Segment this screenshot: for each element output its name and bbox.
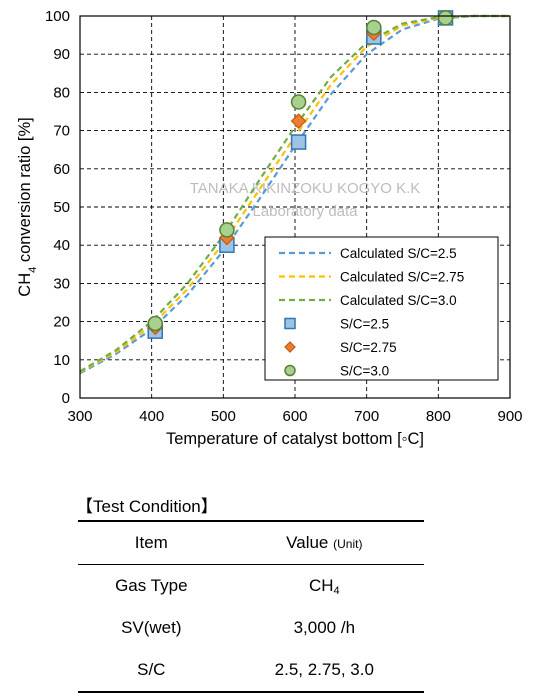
legend: Calculated S/C=2.5 Calculated S/C=2.75 Cal… bbox=[264, 236, 499, 381]
legend-label: S/C=3.0 bbox=[340, 364, 389, 379]
y-axis-title-main: CH bbox=[16, 273, 34, 297]
x-tick-label: 600 bbox=[282, 408, 307, 425]
row-item: SV(wet) bbox=[121, 618, 182, 637]
x-axis-title: Temperature of catalyst bottom [◦C] bbox=[166, 430, 424, 448]
row-item: S/C bbox=[78, 649, 225, 693]
row-value-main: 2.5, 2.75, 3.0 bbox=[274, 660, 374, 679]
y-tick-label: 0 bbox=[62, 390, 70, 407]
circle-marker bbox=[284, 364, 296, 377]
y-tick-label: 100 bbox=[45, 8, 70, 25]
y-axis-title-sub: 4 bbox=[27, 267, 39, 273]
y-tick-label: 50 bbox=[53, 199, 70, 216]
x-tick-label: 800 bbox=[426, 408, 451, 425]
y-tick-label: 90 bbox=[53, 46, 70, 63]
x-tick-label: 300 bbox=[67, 408, 92, 425]
row-value: 3,000 /h bbox=[225, 607, 424, 649]
watermark-line: TANAKA KIKINZOKU KOGYO K.K bbox=[190, 180, 421, 197]
y-tick-label: 30 bbox=[53, 275, 70, 292]
square-marker bbox=[290, 134, 307, 150]
y-tick-label: 20 bbox=[53, 314, 70, 331]
table-row: SV(wet) 3,000 /h bbox=[78, 607, 424, 649]
test-condition-table: Item Value (Unit) Gas Type CH4 SV(wet) 3… bbox=[78, 520, 424, 693]
circle-marker bbox=[147, 315, 163, 332]
x-tick-label: 900 bbox=[497, 408, 522, 425]
watermark-line: Laboratory data bbox=[252, 203, 358, 220]
row-value-main: 3,000 /h bbox=[293, 618, 356, 637]
x-tick-label: 400 bbox=[139, 408, 164, 425]
diamond-marker bbox=[284, 341, 296, 353]
legend-label: S/C=2.5 bbox=[340, 317, 389, 332]
legend-label: Calculated S/C=2.75 bbox=[340, 270, 464, 285]
table-row: Gas Type CH4 bbox=[78, 565, 424, 608]
y-tick-label: 60 bbox=[53, 161, 70, 178]
legend-label: Calculated S/C=3.0 bbox=[340, 293, 457, 308]
plot-frame bbox=[79, 15, 511, 399]
y-axis-title: CH4 conversion ratio [%] bbox=[16, 117, 39, 296]
row-value-main: CH bbox=[308, 576, 334, 595]
test-condition-title: 【Test Condition】 bbox=[76, 497, 218, 516]
y-tick-label: 10 bbox=[53, 352, 70, 369]
x-tick-label: 700 bbox=[354, 408, 379, 425]
row-item: Gas Type bbox=[115, 576, 188, 595]
y-axis-title-rest: conversion ratio [%] bbox=[16, 117, 34, 266]
legend-box bbox=[264, 236, 499, 381]
circle-marker bbox=[219, 222, 235, 238]
table-header-row: Item Value (Unit) bbox=[78, 520, 424, 565]
legend-label: S/C=2.75 bbox=[340, 340, 397, 355]
header-value: Value (Unit) bbox=[224, 520, 424, 565]
tick-labels: 300 400 500 600 700 800 900 0 10 20 30 40 50 60 70 80 90… bbox=[45, 8, 523, 425]
header-value-label: Value bbox=[286, 533, 329, 552]
circle-marker bbox=[366, 19, 382, 36]
watermark: TANAKA KIKINZOKU KOGYO K.K Laboratory dat… bbox=[190, 180, 421, 220]
square-marker bbox=[284, 317, 296, 330]
circle-marker bbox=[290, 94, 307, 110]
y-tick-label: 70 bbox=[53, 123, 70, 140]
y-tick-label: 40 bbox=[53, 237, 70, 254]
diamond-marker bbox=[290, 113, 307, 129]
row-value: CH4 bbox=[225, 565, 424, 608]
row-value: 2.5, 2.75, 3.0 bbox=[224, 649, 424, 693]
legend-label: Calculated S/C=2.5 bbox=[340, 246, 457, 261]
measured-markers bbox=[147, 10, 454, 339]
conversion-chart: 300 400 500 600 700 800 900 0 10 20 30 40 50 60 70 80 90… bbox=[16, 8, 523, 448]
row-value-sub: 4 bbox=[333, 585, 340, 597]
header-item: Item bbox=[78, 520, 225, 565]
table-row: S/C 2.5, 2.75, 3.0 bbox=[78, 649, 424, 693]
y-tick-label: 80 bbox=[53, 84, 70, 101]
x-tick-label: 500 bbox=[211, 408, 236, 425]
circle-marker bbox=[437, 10, 454, 26]
header-value-unit: (Unit) bbox=[333, 537, 363, 551]
